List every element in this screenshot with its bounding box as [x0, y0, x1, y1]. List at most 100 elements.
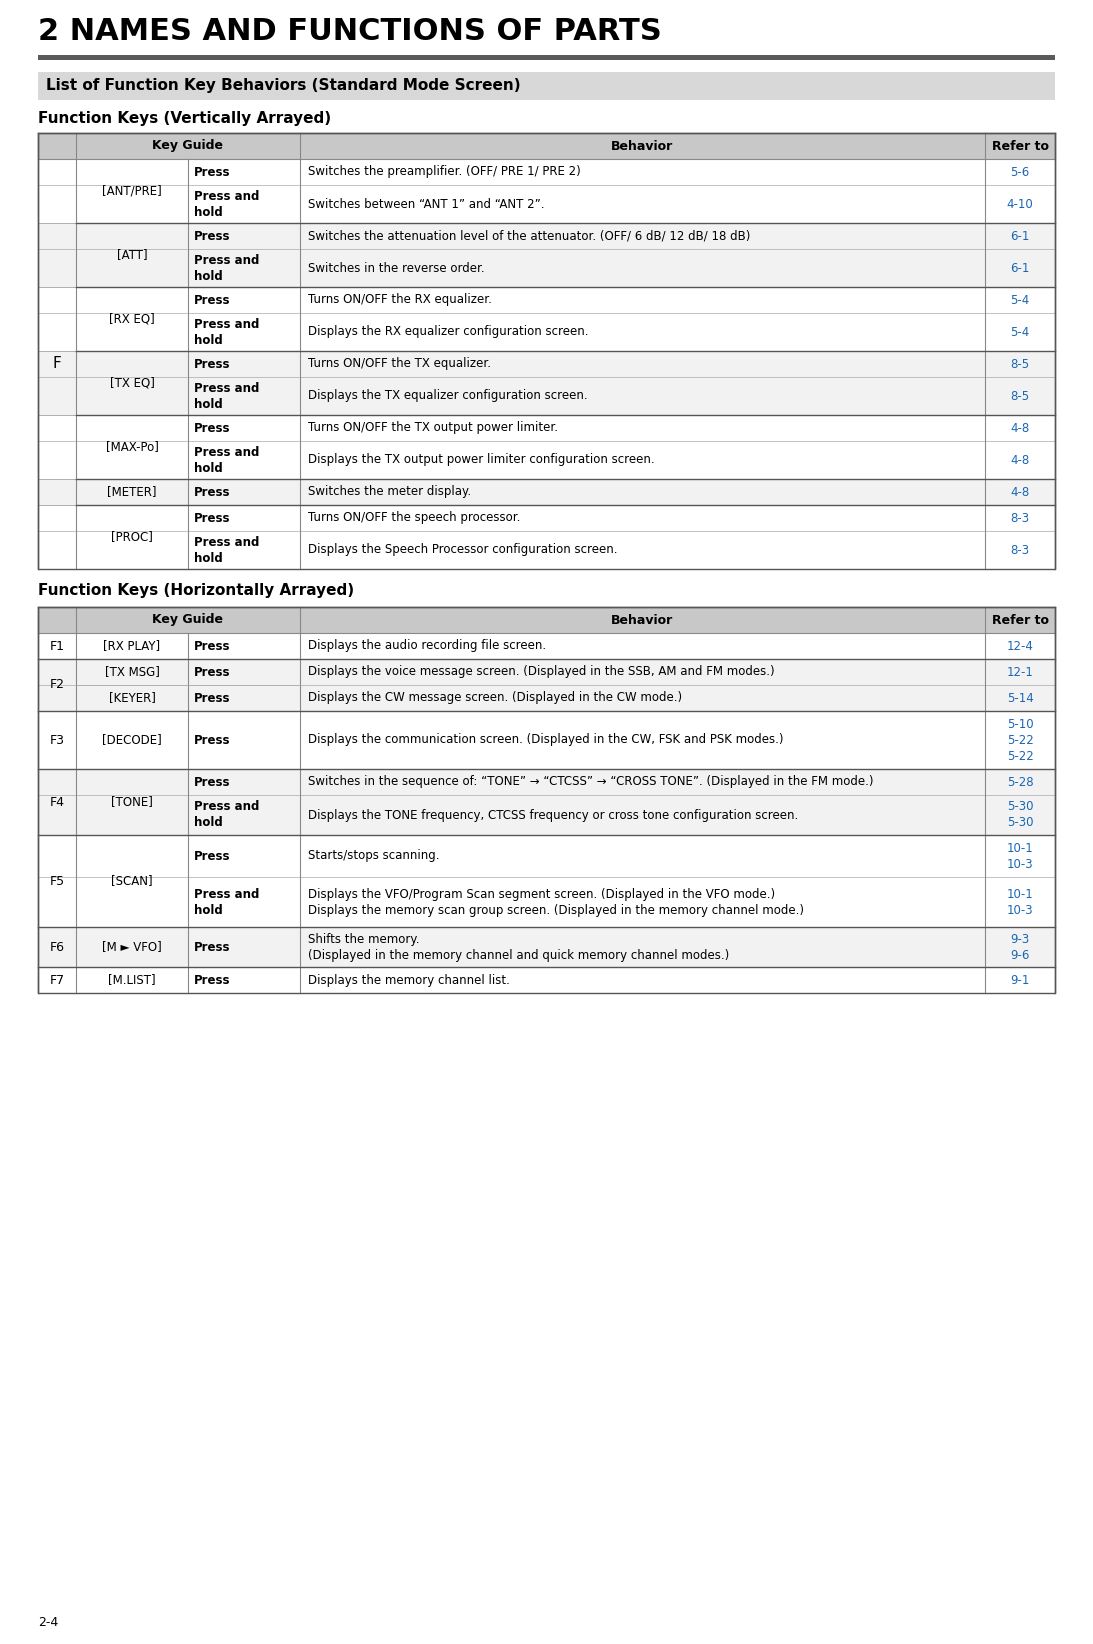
- Text: Displays the TX equalizer configuration screen.: Displays the TX equalizer configuration …: [308, 390, 588, 403]
- Bar: [38, 659, 1055, 686]
- Text: 5-28: 5-28: [1007, 776, 1033, 789]
- Bar: [38, 796, 1055, 835]
- Text: 9-1: 9-1: [1010, 973, 1030, 986]
- Text: Press: Press: [193, 357, 231, 370]
- Text: 6-1: 6-1: [1010, 230, 1030, 243]
- Text: Press: Press: [193, 940, 231, 954]
- Text: 4-8: 4-8: [1010, 421, 1030, 434]
- Text: Press and
hold: Press and hold: [193, 536, 259, 564]
- Text: Displays the RX equalizer configuration screen.: Displays the RX equalizer configuration …: [308, 326, 588, 339]
- Text: Displays the communication screen. (Displayed in the CW, FSK and PSK modes.): Displays the communication screen. (Disp…: [308, 733, 784, 746]
- Text: Press: Press: [193, 666, 231, 679]
- Text: F3: F3: [49, 733, 64, 746]
- Text: Turns ON/OFF the RX equalizer.: Turns ON/OFF the RX equalizer.: [308, 294, 492, 306]
- Bar: [38, 72, 1055, 100]
- Text: 8-3: 8-3: [1010, 544, 1030, 557]
- Text: 5-10
5-22
5-22: 5-10 5-22 5-22: [1007, 717, 1033, 763]
- Text: Displays the TX output power limiter configuration screen.: Displays the TX output power limiter con…: [308, 454, 655, 467]
- Bar: [38, 686, 1055, 710]
- Bar: [38, 133, 1055, 569]
- Bar: [38, 376, 1055, 414]
- Text: 8-3: 8-3: [1010, 511, 1030, 524]
- Text: [DECODE]: [DECODE]: [102, 733, 162, 746]
- Bar: [38, 531, 1055, 569]
- Text: Press: Press: [193, 511, 231, 524]
- Text: [TX EQ]: [TX EQ]: [109, 376, 154, 390]
- Bar: [38, 288, 1055, 312]
- Bar: [38, 414, 1055, 441]
- Text: Press: Press: [193, 850, 231, 863]
- Text: [TONE]: [TONE]: [111, 796, 153, 809]
- Text: F6: F6: [49, 940, 64, 954]
- Text: Press: Press: [193, 973, 231, 986]
- Text: Press and
hold: Press and hold: [193, 253, 259, 283]
- Text: Turns ON/OFF the TX output power limiter.: Turns ON/OFF the TX output power limiter…: [308, 421, 559, 434]
- Text: 5-4: 5-4: [1010, 326, 1030, 339]
- Text: Displays the VFO/Program Scan segment screen. (Displayed in the VFO mode.)
Displ: Displays the VFO/Program Scan segment sc…: [308, 888, 804, 916]
- Bar: [38, 478, 1055, 505]
- Text: Press: Press: [193, 485, 231, 498]
- Bar: [38, 967, 1055, 993]
- Text: F7: F7: [49, 973, 64, 986]
- Text: [ANT/PRE]: [ANT/PRE]: [102, 184, 162, 197]
- Text: Press: Press: [193, 692, 231, 705]
- Text: F1: F1: [49, 640, 64, 653]
- Text: Refer to: Refer to: [991, 613, 1048, 626]
- Text: Press: Press: [193, 776, 231, 789]
- Text: Switches the preamplifier. (OFF/ PRE 1/ PRE 2): Switches the preamplifier. (OFF/ PRE 1/ …: [308, 166, 580, 179]
- Text: 4-10: 4-10: [1007, 197, 1033, 210]
- Text: 4-8: 4-8: [1010, 485, 1030, 498]
- Bar: [38, 505, 1055, 531]
- Bar: [38, 248, 1055, 288]
- Text: Press: Press: [193, 421, 231, 434]
- Text: Press and
hold: Press and hold: [193, 317, 259, 347]
- Text: List of Function Key Behaviors (Standard Mode Screen): List of Function Key Behaviors (Standard…: [46, 79, 520, 94]
- Text: [KEYER]: [KEYER]: [108, 692, 155, 705]
- Text: F5: F5: [49, 875, 64, 888]
- Text: Press: Press: [193, 640, 231, 653]
- Text: Displays the memory channel list.: Displays the memory channel list.: [308, 973, 509, 986]
- Bar: [38, 54, 1055, 59]
- Text: 10-1
10-3: 10-1 10-3: [1007, 888, 1033, 916]
- Text: F: F: [52, 357, 61, 372]
- Text: [METER]: [METER]: [107, 485, 156, 498]
- Text: [M ► VFO]: [M ► VFO]: [102, 940, 162, 954]
- Text: Starts/stops scanning.: Starts/stops scanning.: [308, 850, 439, 863]
- Text: Press and
hold: Press and hold: [193, 381, 259, 411]
- Bar: [38, 835, 1055, 876]
- Text: Press: Press: [193, 230, 231, 243]
- Text: [ATT]: [ATT]: [117, 248, 148, 261]
- Text: Key Guide: Key Guide: [153, 140, 223, 153]
- Text: Press: Press: [193, 166, 231, 179]
- Text: Refer to: Refer to: [991, 140, 1048, 153]
- Text: [TX MSG]: [TX MSG]: [105, 666, 160, 679]
- Text: F4: F4: [49, 796, 64, 809]
- Text: Displays the CW message screen. (Displayed in the CW mode.): Displays the CW message screen. (Display…: [308, 692, 682, 705]
- Text: 8-5: 8-5: [1010, 357, 1030, 370]
- Text: Switches in the sequence of: “TONE” → “CTCSS” → “CROSS TONE”. (Displayed in the : Switches in the sequence of: “TONE” → “C…: [308, 776, 873, 789]
- Text: Behavior: Behavior: [611, 140, 673, 153]
- Text: [M.LIST]: [M.LIST]: [108, 973, 156, 986]
- Text: 2 NAMES AND FUNCTIONS OF PARTS: 2 NAMES AND FUNCTIONS OF PARTS: [38, 18, 661, 46]
- Text: Turns ON/OFF the speech processor.: Turns ON/OFF the speech processor.: [308, 511, 520, 524]
- Text: Switches between “ANT 1” and “ANT 2”.: Switches between “ANT 1” and “ANT 2”.: [308, 197, 544, 210]
- Text: 5-6: 5-6: [1010, 166, 1030, 179]
- Bar: [38, 159, 1055, 186]
- Text: Key Guide: Key Guide: [153, 613, 223, 626]
- Text: Behavior: Behavior: [611, 613, 673, 626]
- Text: 6-1: 6-1: [1010, 261, 1030, 275]
- Text: Shifts the memory.
(Displayed in the memory channel and quick memory channel mod: Shifts the memory. (Displayed in the mem…: [308, 932, 729, 962]
- Bar: [38, 710, 1055, 769]
- Text: [RX PLAY]: [RX PLAY]: [104, 640, 161, 653]
- Bar: [38, 352, 1055, 376]
- Text: 8-5: 8-5: [1010, 390, 1030, 403]
- Text: Press and
hold: Press and hold: [193, 189, 259, 219]
- Bar: [38, 927, 1055, 967]
- Bar: [38, 133, 1055, 159]
- Text: [MAX-Po]: [MAX-Po]: [106, 441, 158, 454]
- Bar: [38, 769, 1055, 796]
- Bar: [38, 186, 1055, 224]
- Bar: [38, 607, 1055, 633]
- Text: 5-14: 5-14: [1007, 692, 1033, 705]
- Text: Press: Press: [193, 294, 231, 306]
